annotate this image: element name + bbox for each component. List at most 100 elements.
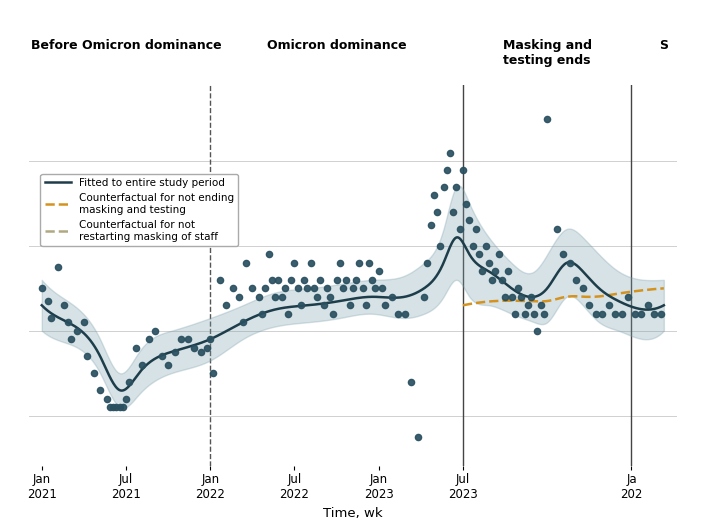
Point [130, 343, 142, 352]
Text: S: S [660, 39, 668, 52]
Point [81, 352, 93, 360]
Point [483, 259, 495, 267]
Legend: Fitted to entire study period, Counterfactual for not ending
masking and testing: Fitted to entire study period, Counterfa… [40, 174, 238, 246]
Text: Masking and
testing ends: Masking and testing ends [503, 39, 592, 67]
Point [59, 301, 71, 310]
Point [623, 293, 634, 301]
Point [461, 199, 472, 208]
Point [308, 284, 320, 293]
Point [62, 318, 73, 326]
Point [373, 267, 384, 276]
Point [36, 284, 48, 293]
Point [215, 276, 226, 284]
Point [117, 403, 129, 411]
Point [354, 259, 365, 267]
Point [328, 310, 339, 318]
Point [392, 310, 404, 318]
Point [53, 263, 64, 271]
Point [539, 310, 550, 318]
Point [526, 293, 537, 301]
Point [480, 242, 492, 250]
Point [111, 403, 122, 411]
Point [493, 250, 505, 259]
Point [318, 301, 330, 310]
Point [247, 284, 258, 293]
Point [470, 225, 482, 233]
Point [176, 335, 187, 343]
Point [577, 284, 589, 293]
Point [163, 360, 174, 369]
Point [435, 242, 446, 250]
Point [528, 310, 540, 318]
Point [344, 301, 356, 310]
Point [341, 276, 352, 284]
Point [490, 267, 501, 276]
Point [182, 335, 194, 343]
Point [78, 318, 90, 326]
Point [228, 284, 239, 293]
Point [477, 267, 488, 276]
Point [487, 276, 498, 284]
Point [66, 335, 77, 343]
Point [571, 276, 582, 284]
Point [379, 301, 391, 310]
X-axis label: Time, wk: Time, wk [323, 507, 382, 520]
Point [282, 310, 294, 318]
Point [321, 284, 333, 293]
Point [454, 225, 466, 233]
Point [422, 259, 433, 267]
Point [276, 293, 287, 301]
Point [253, 293, 265, 301]
Point [240, 259, 252, 267]
Point [431, 208, 443, 216]
Point [364, 259, 375, 267]
Point [234, 293, 246, 301]
Point [506, 293, 518, 301]
Text: Omicron dominance: Omicron dominance [267, 39, 406, 52]
Point [101, 394, 112, 403]
Point [655, 310, 667, 318]
Point [169, 348, 181, 356]
Point [260, 284, 271, 293]
Point [377, 284, 388, 293]
Point [535, 301, 546, 310]
Point [156, 352, 168, 360]
Point [444, 148, 456, 157]
Point [46, 314, 58, 322]
Point [312, 293, 323, 301]
Point [516, 293, 527, 301]
Point [302, 284, 313, 293]
Point [202, 343, 213, 352]
Point [266, 276, 278, 284]
Point [88, 369, 99, 377]
Point [451, 182, 462, 191]
Point [279, 284, 291, 293]
Point [584, 301, 595, 310]
Point [522, 301, 534, 310]
Point [150, 326, 161, 335]
Point [357, 284, 369, 293]
Point [616, 310, 628, 318]
Point [295, 301, 307, 310]
Point [513, 284, 524, 293]
Point [331, 276, 343, 284]
Point [351, 276, 362, 284]
Point [143, 335, 155, 343]
Point [509, 310, 521, 318]
Point [273, 276, 284, 284]
Point [137, 360, 148, 369]
Point [558, 250, 570, 259]
Point [334, 259, 346, 267]
Point [500, 293, 511, 301]
Point [305, 259, 317, 267]
Point [292, 284, 304, 293]
Point [338, 284, 349, 293]
Point [263, 250, 274, 259]
Point [386, 293, 397, 301]
Point [564, 259, 576, 267]
Point [532, 326, 544, 335]
Point [366, 276, 378, 284]
Point [603, 301, 615, 310]
Point [474, 250, 485, 259]
Text: Before Omicron dominance: Before Omicron dominance [31, 39, 221, 52]
